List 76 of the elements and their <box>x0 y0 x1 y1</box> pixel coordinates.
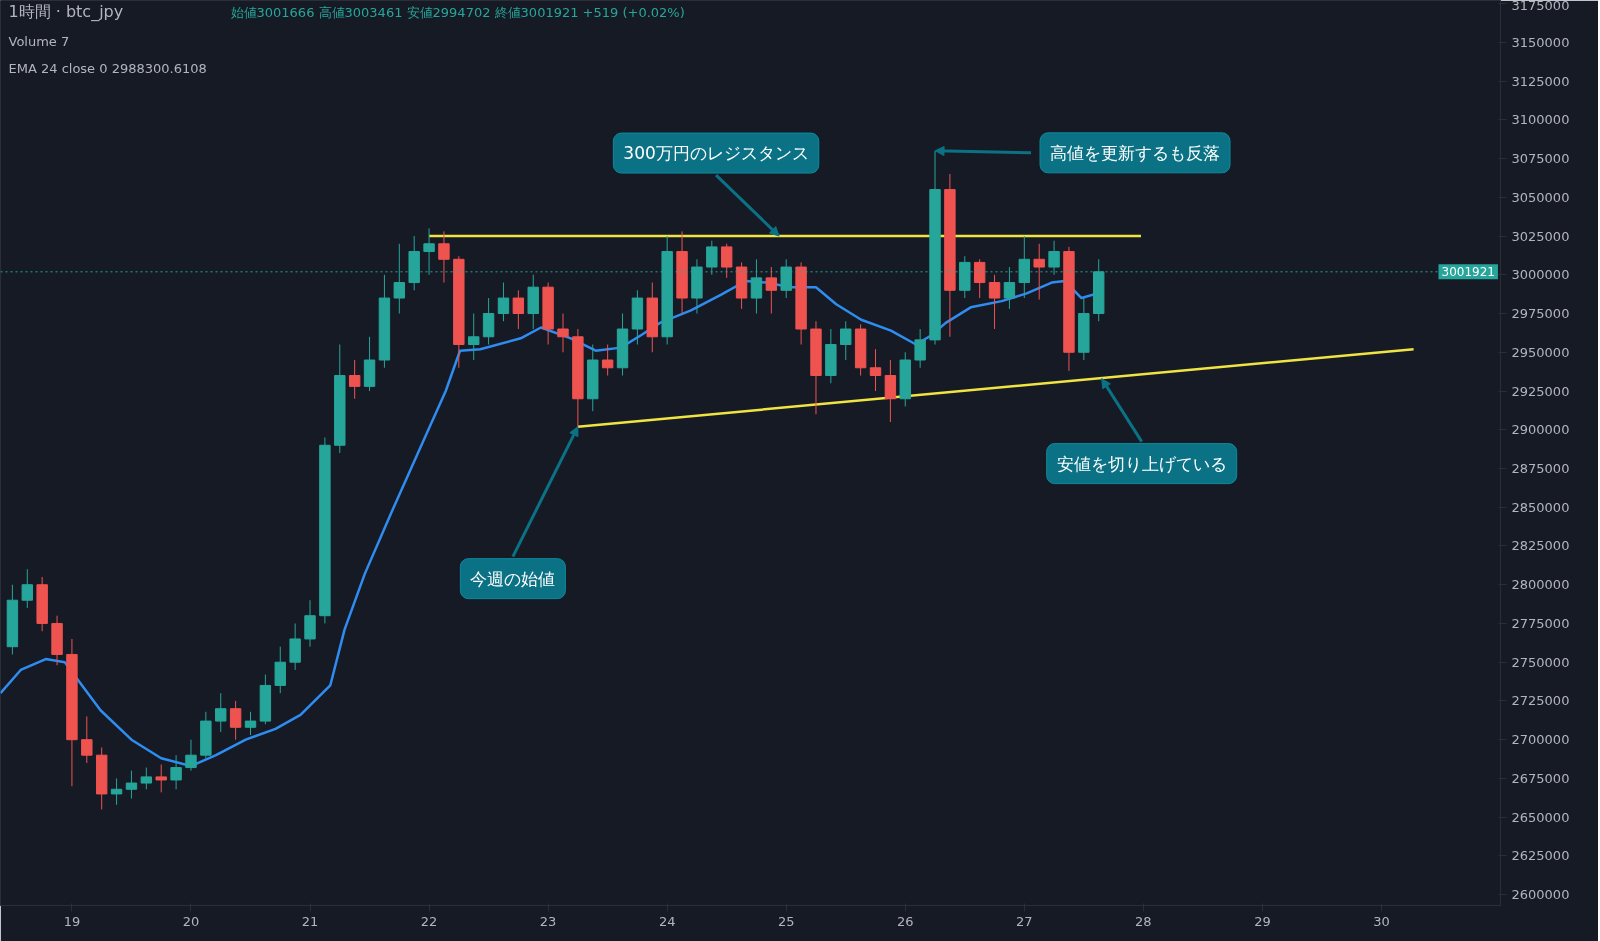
y-tick-label: 2700000 <box>1511 732 1570 748</box>
y-tick-label: 3000000 <box>1511 267 1570 283</box>
candlestick <box>482 297 495 346</box>
y-tick-label: 2825000 <box>1511 538 1570 554</box>
candlestick <box>289 622 301 671</box>
x-tick-label: 28 <box>1135 913 1152 929</box>
y-tick-label: 3025000 <box>1511 228 1570 244</box>
candlestick <box>21 568 33 609</box>
y-tick-label: 2600000 <box>1511 887 1570 903</box>
candlestick <box>304 599 316 648</box>
candlestick <box>155 763 167 793</box>
y-tick-label: 2875000 <box>1511 461 1570 476</box>
candlestick <box>973 258 986 299</box>
candlestick <box>1033 243 1045 301</box>
candlestick <box>840 320 852 361</box>
candlestick <box>914 328 926 369</box>
y-tick-label: 2675000 <box>1511 770 1570 786</box>
y-tick-label: 2800000 <box>1511 577 1570 593</box>
candlestick <box>720 243 733 279</box>
candlestick <box>348 359 361 400</box>
candlestick <box>468 313 480 361</box>
candlestick <box>869 348 882 392</box>
candlestick <box>170 754 182 790</box>
annotation: 高値を更新するも反落 <box>1050 142 1221 163</box>
candlestick <box>229 700 242 741</box>
x-tick-label: 21 <box>301 913 319 929</box>
x-tick-label: 30 <box>1373 913 1390 929</box>
ref-line-label: 3001921 <box>1441 265 1495 280</box>
y-tick-label: 2750000 <box>1511 654 1570 670</box>
y-tick-label: 2925000 <box>1511 383 1570 399</box>
y-tick-label: 2775000 <box>1511 615 1570 631</box>
x-tick-label: 26 <box>896 913 914 929</box>
y-tick-label: 2725000 <box>1511 693 1570 709</box>
annotation: Volume 7 <box>8 33 70 49</box>
chart-title: 1時間 · btc_jpy <box>8 1 124 22</box>
y-tick-label: 2650000 <box>1511 809 1570 825</box>
x-tick-label: 24 <box>658 913 676 929</box>
y-tick-label: 3175000 <box>1511 0 1570 13</box>
candlestick <box>601 344 614 377</box>
y-tick-label: 2625000 <box>1511 848 1570 864</box>
y-tick-label: 3050000 <box>1511 189 1570 205</box>
candlestick <box>438 230 450 284</box>
x-tick-label: 23 <box>539 913 557 929</box>
candlestick <box>244 711 257 736</box>
candlestick <box>110 777 123 806</box>
annotation: 300万円のレジスタンス <box>623 143 809 164</box>
annotation: EMA 24 close 0 2988300.6108 <box>8 60 207 76</box>
candlestick <box>140 767 153 790</box>
x-tick-label: 22 <box>420 913 438 929</box>
candlestick <box>274 646 286 694</box>
candlestick <box>765 266 778 315</box>
annotation: 今週の始値 <box>470 568 556 589</box>
x-tick-label: 20 <box>182 913 200 929</box>
candlestick <box>512 289 525 330</box>
candlestick <box>884 359 897 423</box>
y-tick-label: 3075000 <box>1511 151 1570 167</box>
candlestick <box>215 692 227 733</box>
x-tick-label: 29 <box>1254 913 1271 929</box>
candlestick <box>185 739 197 772</box>
x-tick-label: 27 <box>1016 913 1033 929</box>
y-tick-label: 3150000 <box>1511 34 1570 50</box>
candlestick <box>988 274 1001 330</box>
candlestick <box>125 770 138 800</box>
x-tick-label: 19 <box>63 913 81 929</box>
candlestick <box>497 282 510 322</box>
y-tick-label: 3125000 <box>1511 73 1570 89</box>
x-tick-label: 25 <box>777 913 795 929</box>
y-tick-label: 2850000 <box>1511 499 1570 515</box>
annotation: 安値を切り上げている <box>1056 453 1227 474</box>
candlestick <box>81 715 93 764</box>
candlestick <box>557 313 569 353</box>
y-tick-label: 2950000 <box>1511 344 1570 360</box>
chart-subtitle: 始値3001666 高値3003461 安値2994702 終値3001921 +519 (+0.02%) <box>230 4 685 20</box>
y-tick-label: 3100000 <box>1511 112 1570 128</box>
y-tick-label: 2900000 <box>1511 422 1570 438</box>
y-tick-label: 2975000 <box>1511 306 1570 322</box>
